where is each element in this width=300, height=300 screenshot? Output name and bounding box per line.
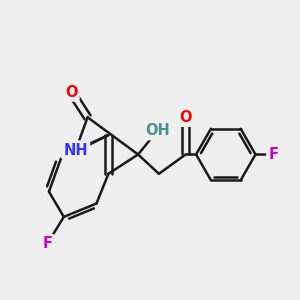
Text: O: O bbox=[179, 110, 192, 125]
Text: NH: NH bbox=[63, 142, 88, 158]
Text: OH: OH bbox=[145, 123, 170, 138]
Text: O: O bbox=[65, 85, 77, 100]
Text: F: F bbox=[43, 236, 52, 251]
Text: F: F bbox=[268, 147, 278, 162]
